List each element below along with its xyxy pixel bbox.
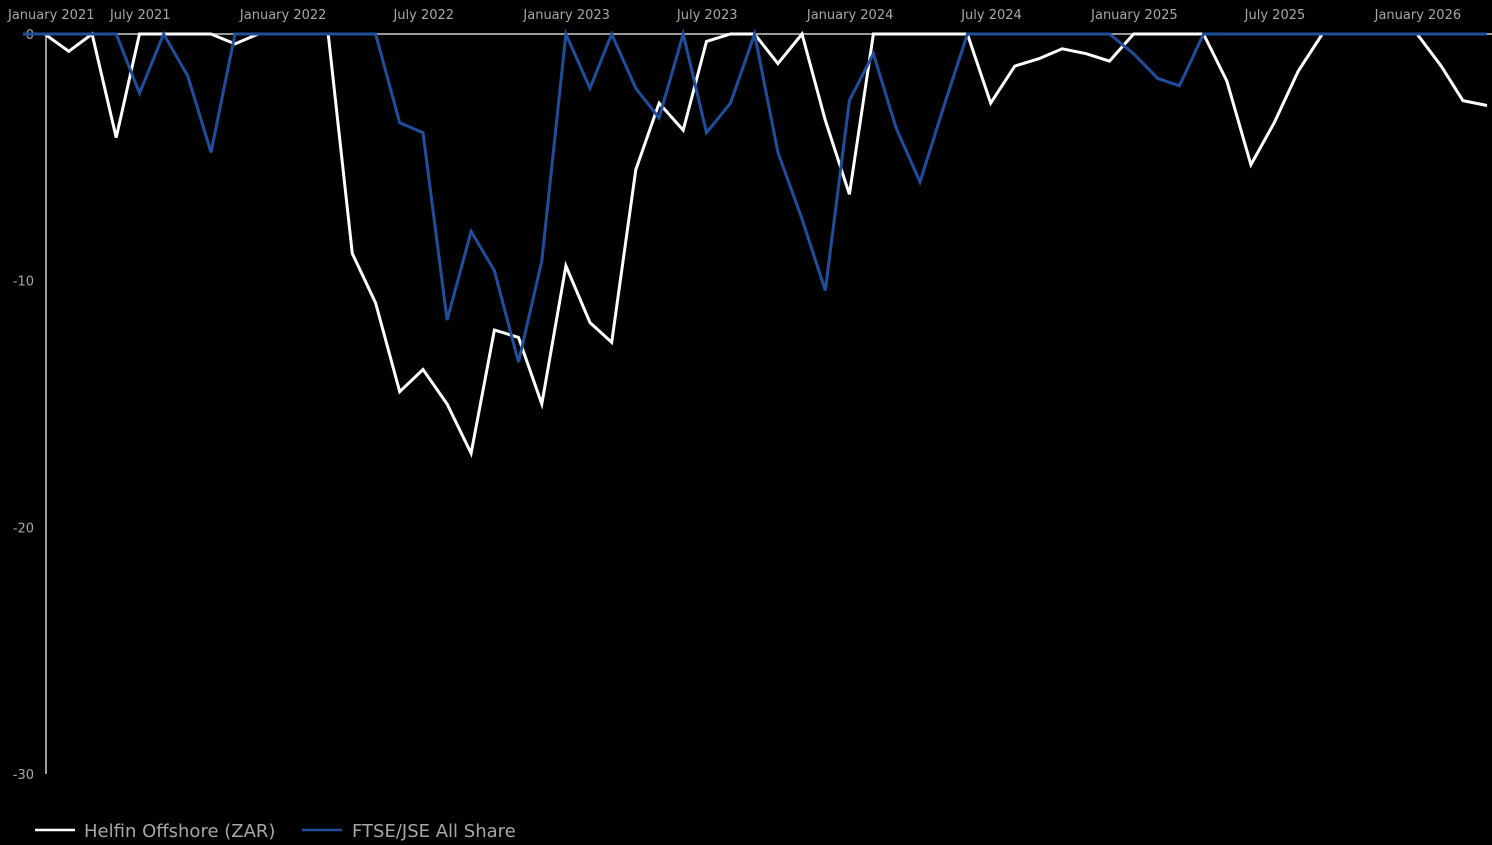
legend-label-ftse-jse: FTSE/JSE All Share — [352, 821, 516, 842]
legend-item-helfin: Helfin Offshore (ZAR) — [35, 821, 275, 842]
x-tick-label: January 2025 — [1090, 8, 1178, 23]
x-tick-label: January 2024 — [806, 8, 894, 23]
y-tick-label: -30 — [13, 768, 34, 783]
x-axis-tick-labels: January 2021 July 2021 January 2022 July 20… — [7, 8, 1461, 23]
x-tick-label: July 2021 — [109, 8, 171, 23]
x-tick-label: July 2023 — [676, 8, 738, 23]
legend: Helfin Offshore (ZAR) FTSE/JSE All Share — [35, 821, 516, 842]
y-axis-tick-labels: 0-10-20-30 — [13, 28, 34, 783]
x-tick-label: January 2022 — [239, 8, 327, 23]
legend-label-helfin: Helfin Offshore (ZAR) — [84, 821, 275, 842]
series-line-ftse-jse — [23, 28, 1487, 363]
x-tick-label: January 2026 — [1374, 8, 1462, 23]
series-lines — [23, 28, 1488, 459]
x-tick-label: July 2022 — [392, 8, 454, 23]
x-tick-label: January 2021 — [7, 8, 95, 23]
legend-item-ftse-jse: FTSE/JSE All Share — [302, 821, 516, 842]
x-tick-label: July 2025 — [1244, 8, 1306, 23]
series-line-helfin — [23, 30, 1488, 459]
x-tick-label: January 2023 — [522, 8, 610, 23]
y-tick-label: -20 — [13, 521, 34, 536]
y-tick-label: -10 — [13, 275, 34, 290]
x-tick-label: July 2024 — [960, 8, 1022, 23]
